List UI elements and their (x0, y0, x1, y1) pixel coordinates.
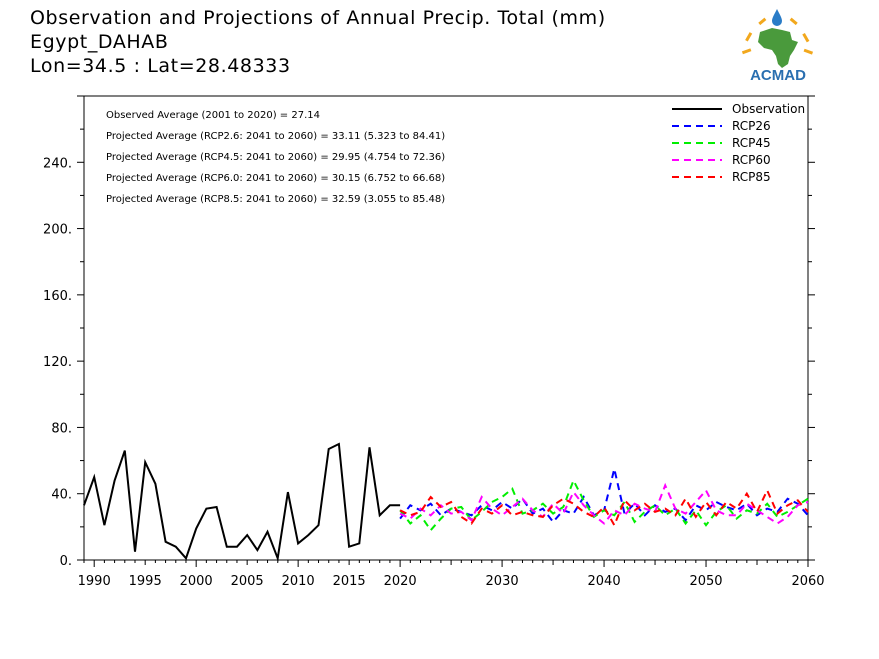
x-tick-label: 2040 (588, 574, 621, 589)
x-tick-label: 2000 (180, 574, 213, 589)
legend-label: RCP85 (732, 170, 771, 184)
title-block: Observation and Projections of Annual Pr… (30, 6, 606, 78)
legend-label: RCP45 (732, 136, 771, 150)
x-tick-label: 1990 (78, 574, 111, 589)
series-line-rcp60 (399, 482, 809, 525)
logo-text: ACMAD (750, 67, 806, 84)
legend-label: RCP26 (732, 119, 771, 133)
acmad-logo: ACMAD (741, 9, 814, 84)
average-annotation: Projected Average (RCP6.0: 2041 to 2060)… (106, 173, 445, 184)
x-tick-label: 2020 (384, 574, 417, 589)
plot-frame (83, 95, 809, 561)
x-tick-label: 2030 (486, 574, 519, 589)
sun-rays-icon (741, 17, 814, 55)
x-tick-label: 2060 (791, 574, 824, 589)
legend-label: Observation (732, 102, 805, 116)
series-line-rcp45 (399, 478, 809, 532)
y-tick-label: 80. (51, 421, 72, 436)
y-tick-label: 200. (43, 223, 72, 238)
station-name: Egypt_DAHAB (30, 31, 169, 53)
chart-title: Observation and Projections of Annual Pr… (30, 7, 606, 29)
series-line-observation (83, 442, 401, 563)
x-tick-label: 2050 (689, 574, 722, 589)
average-annotation: Observed Average (2001 to 2020) = 27.14 (106, 110, 320, 121)
series-line-rcp85 (399, 487, 809, 528)
x-tick-label: 2015 (333, 574, 366, 589)
x-tick-label: 2010 (282, 574, 315, 589)
water-drop-icon (772, 9, 782, 26)
y-tick-label: 120. (43, 355, 72, 370)
x-tick-label: 1995 (129, 574, 162, 589)
average-annotation: Projected Average (RCP2.6: 2041 to 2060)… (106, 131, 445, 142)
y-tick-label: 240. (43, 156, 72, 171)
y-tick-label: 160. (43, 289, 72, 304)
y-tick-label: 0. (60, 554, 72, 569)
y-tick-label: 40. (51, 488, 72, 503)
average-annotation: Projected Average (RCP8.5: 2041 to 2060)… (106, 194, 445, 205)
africa-icon (758, 28, 798, 68)
legend-label: RCP60 (732, 153, 771, 167)
coordinates-label: Lon=34.5 : Lat=28.48333 (30, 55, 291, 77)
x-tick-label: 2005 (231, 574, 264, 589)
average-annotation: Projected Average (RCP4.5: 2041 to 2060)… (106, 152, 445, 163)
